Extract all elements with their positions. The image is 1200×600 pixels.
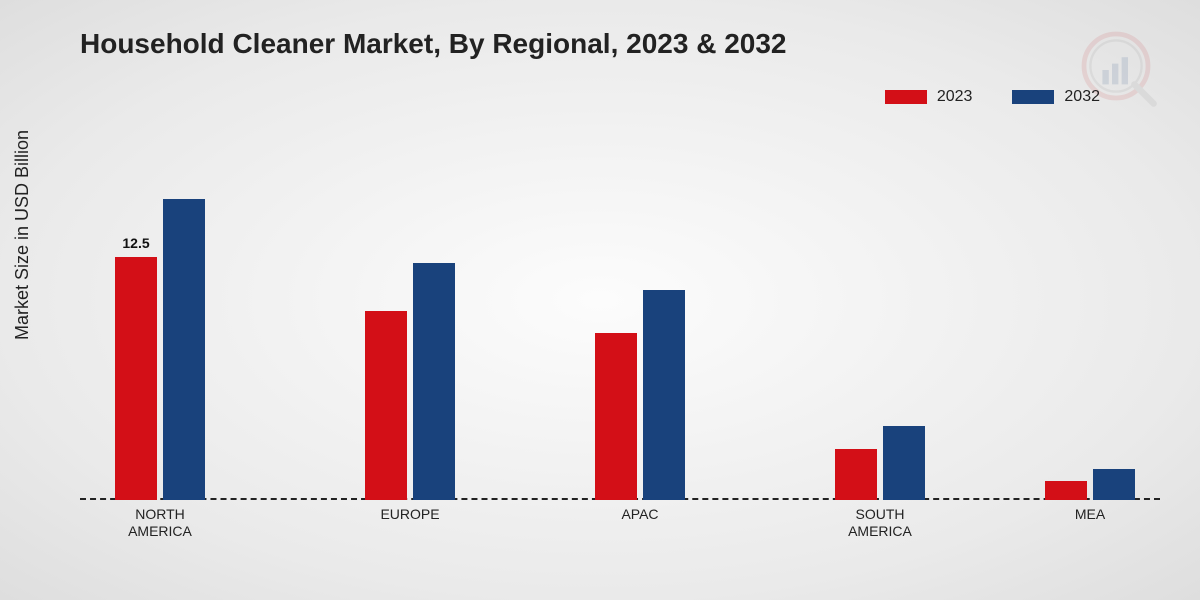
bar-group-na: 12.5 <box>100 199 220 500</box>
legend: 2023 2032 <box>885 88 1100 106</box>
bar-2023-sa <box>835 449 877 500</box>
legend-swatch-2023 <box>885 90 927 104</box>
bar-2023-eu <box>365 311 407 500</box>
bar-2032-na <box>163 199 205 500</box>
legend-item-2023: 2023 <box>885 88 973 106</box>
bar-2023-mea <box>1045 481 1087 500</box>
legend-item-2032: 2032 <box>1012 88 1100 106</box>
x-label-na: NORTHAMERICA <box>100 506 220 540</box>
bar-2023-na: 12.5 <box>115 257 157 500</box>
x-axis-labels: NORTHAMERICA EUROPE APAC SOUTHAMERICA MEA <box>80 506 1160 556</box>
bar-group-sa <box>820 426 940 500</box>
bar-2032-apac <box>643 290 685 500</box>
x-label-sa: SOUTHAMERICA <box>820 506 940 540</box>
bar-group-apac <box>580 290 700 500</box>
bar-value-label: 12.5 <box>115 235 157 251</box>
legend-label-2032: 2032 <box>1064 88 1100 106</box>
legend-label-2023: 2023 <box>937 88 973 106</box>
chart-title: Household Cleaner Market, By Regional, 2… <box>80 28 786 60</box>
y-axis-label: Market Size in USD Billion <box>12 130 33 340</box>
bar-group-mea <box>1030 469 1150 500</box>
bar-2032-eu <box>413 263 455 500</box>
x-label-mea: MEA <box>1030 506 1150 523</box>
bar-group-eu <box>350 263 470 500</box>
bar-2032-mea <box>1093 469 1135 500</box>
legend-swatch-2032 <box>1012 90 1054 104</box>
plot-area: 12.5 <box>80 150 1160 500</box>
bar-2032-sa <box>883 426 925 500</box>
bar-2023-apac <box>595 333 637 500</box>
x-label-eu: EUROPE <box>350 506 470 523</box>
x-label-apac: APAC <box>580 506 700 523</box>
